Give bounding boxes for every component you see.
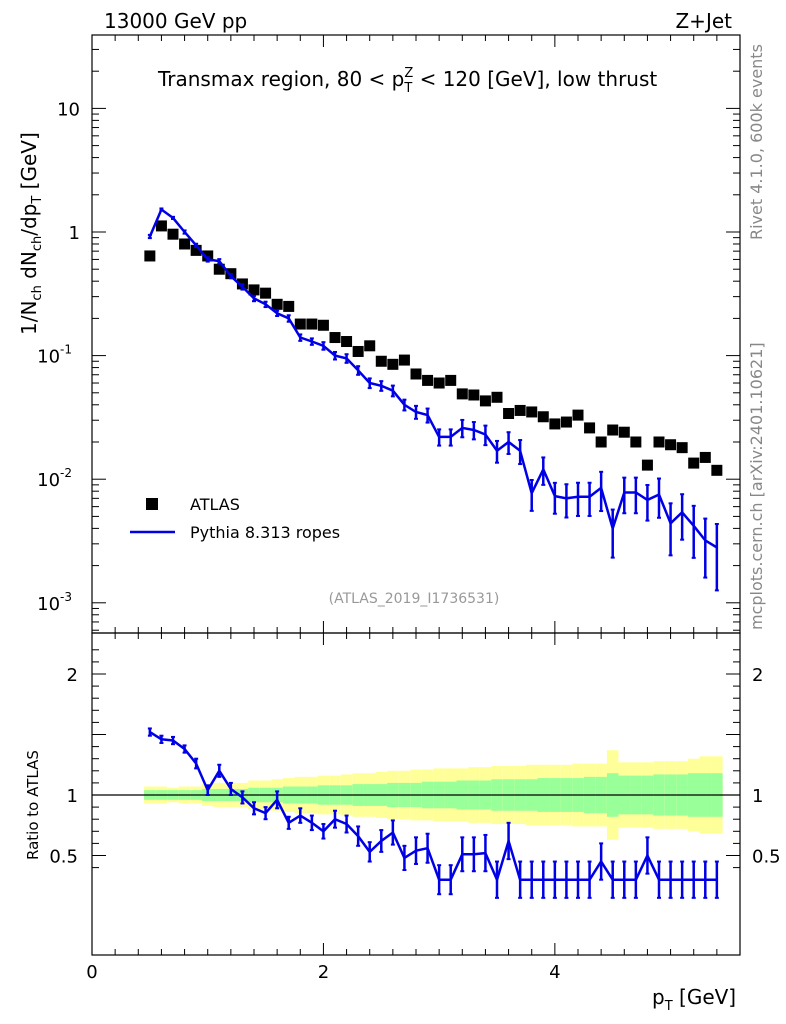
atlas-point <box>711 464 723 476</box>
atlas-point <box>190 244 202 256</box>
ratio-ylabel: Ratio to ATLAS <box>24 750 42 860</box>
atlas-point <box>584 422 596 434</box>
header-right: Z+Jet <box>675 9 732 33</box>
atlas-point <box>179 238 191 250</box>
y-tick-label: 1 <box>69 223 80 244</box>
atlas-point <box>537 411 549 423</box>
atlas-point <box>375 355 387 367</box>
atlas-point <box>422 374 434 386</box>
atlas-point <box>572 409 584 421</box>
ratio-series <box>147 727 719 899</box>
atlas-point <box>364 340 376 352</box>
atlas-point <box>398 354 410 366</box>
atlas-point <box>503 408 515 420</box>
atlas-point <box>456 388 468 400</box>
svg-text:pT [GeV]: pT [GeV] <box>652 985 736 1014</box>
atlas-point <box>514 404 526 416</box>
atlas-series <box>144 220 723 476</box>
atlas-point <box>329 332 341 344</box>
rivet-label: Rivet 4.1.0, 600k events <box>747 44 766 240</box>
ratio-tick-label-right: 2 <box>752 665 763 686</box>
atlas-point <box>317 319 329 331</box>
y-tick-label: 10 <box>57 99 80 120</box>
y-tick-label: 10-3 <box>37 590 72 615</box>
atlas-point <box>167 228 179 240</box>
analysis-label: (ATLAS_2019_I1736531) <box>329 591 500 607</box>
atlas-point <box>155 220 167 232</box>
atlas-point <box>410 368 422 380</box>
ratio-tick-label-left: 0.5 <box>49 847 78 868</box>
atlas-point <box>641 459 653 471</box>
x-tick-label: 2 <box>318 962 329 983</box>
atlas-point <box>653 436 665 448</box>
atlas-point <box>526 406 538 418</box>
legend-atlas-label: ATLAS <box>190 495 240 514</box>
atlas-point <box>618 426 630 438</box>
atlas-point <box>699 451 711 463</box>
ratio-tick-label-right: 1 <box>752 786 763 807</box>
xlabel: pT [GeV] <box>652 985 736 1014</box>
main-ylabel: 1/Nch dNch/dpT [GeV] <box>17 132 45 335</box>
legend-pythia-label: Pythia 8.313 ropes <box>190 523 340 542</box>
ratio-tick-label-left: 1 <box>67 786 78 807</box>
y-tick-label: 10-2 <box>37 466 72 491</box>
atlas-point <box>445 374 457 386</box>
atlas-point <box>595 436 607 448</box>
atlas-point <box>433 377 445 389</box>
atlas-point <box>294 318 306 330</box>
atlas-point <box>283 300 295 312</box>
atlas-point <box>491 391 503 403</box>
atlas-point <box>248 284 260 296</box>
atlas-point <box>607 424 619 436</box>
atlas-point <box>271 298 283 310</box>
atlas-point <box>202 250 214 262</box>
atlas-point <box>260 287 272 299</box>
atlas-point <box>665 439 677 451</box>
header-left: 13000 GeV pp <box>104 9 247 33</box>
atlas-point <box>144 250 156 262</box>
x-tick-label: 4 <box>549 962 560 983</box>
atlas-point <box>560 416 572 428</box>
ratio-tick-label-left: 2 <box>67 665 78 686</box>
tick-labels: 0 2 4 10-3 10-2 10-1 1 10 0.5 0.5 1 1 2 2 <box>37 99 781 983</box>
mcplots-label: mcplots.cern.ch [arXiv:2401.10621] <box>747 342 766 630</box>
pythia-series <box>147 207 719 592</box>
atlas-point <box>676 442 688 454</box>
legend-atlas-marker <box>146 498 158 510</box>
atlas-point <box>549 418 561 430</box>
main-frame <box>91 34 741 634</box>
x-tick-label: 0 <box>86 962 97 983</box>
legend: ATLAS Pythia 8.313 ropes <box>130 495 340 542</box>
atlas-point <box>306 318 318 330</box>
atlas-point <box>341 336 353 348</box>
ratio-bands <box>92 750 740 840</box>
ratio-curve <box>149 731 717 884</box>
axis-ticks <box>91 35 741 955</box>
svg-text:Transmax region, 80 < pTZ < 12: Transmax region, 80 < pTZ < 120 [GeV], l… <box>157 66 657 96</box>
atlas-point <box>468 389 480 401</box>
y-tick-label: 10-1 <box>37 343 72 368</box>
atlas-point <box>387 358 399 370</box>
atlas-point <box>213 263 225 275</box>
ratio-tick-label-right: 0.5 <box>752 847 781 868</box>
atlas-point <box>630 436 642 448</box>
svg-text:1/Nch dNch/dpT [GeV]: 1/Nch dNch/dpT [GeV] <box>17 132 45 335</box>
plot-title: Transmax region, 80 < pTZ < 120 [GeV], l… <box>157 66 657 96</box>
atlas-point <box>479 395 491 407</box>
atlas-point <box>688 457 700 469</box>
atlas-point <box>352 345 364 357</box>
